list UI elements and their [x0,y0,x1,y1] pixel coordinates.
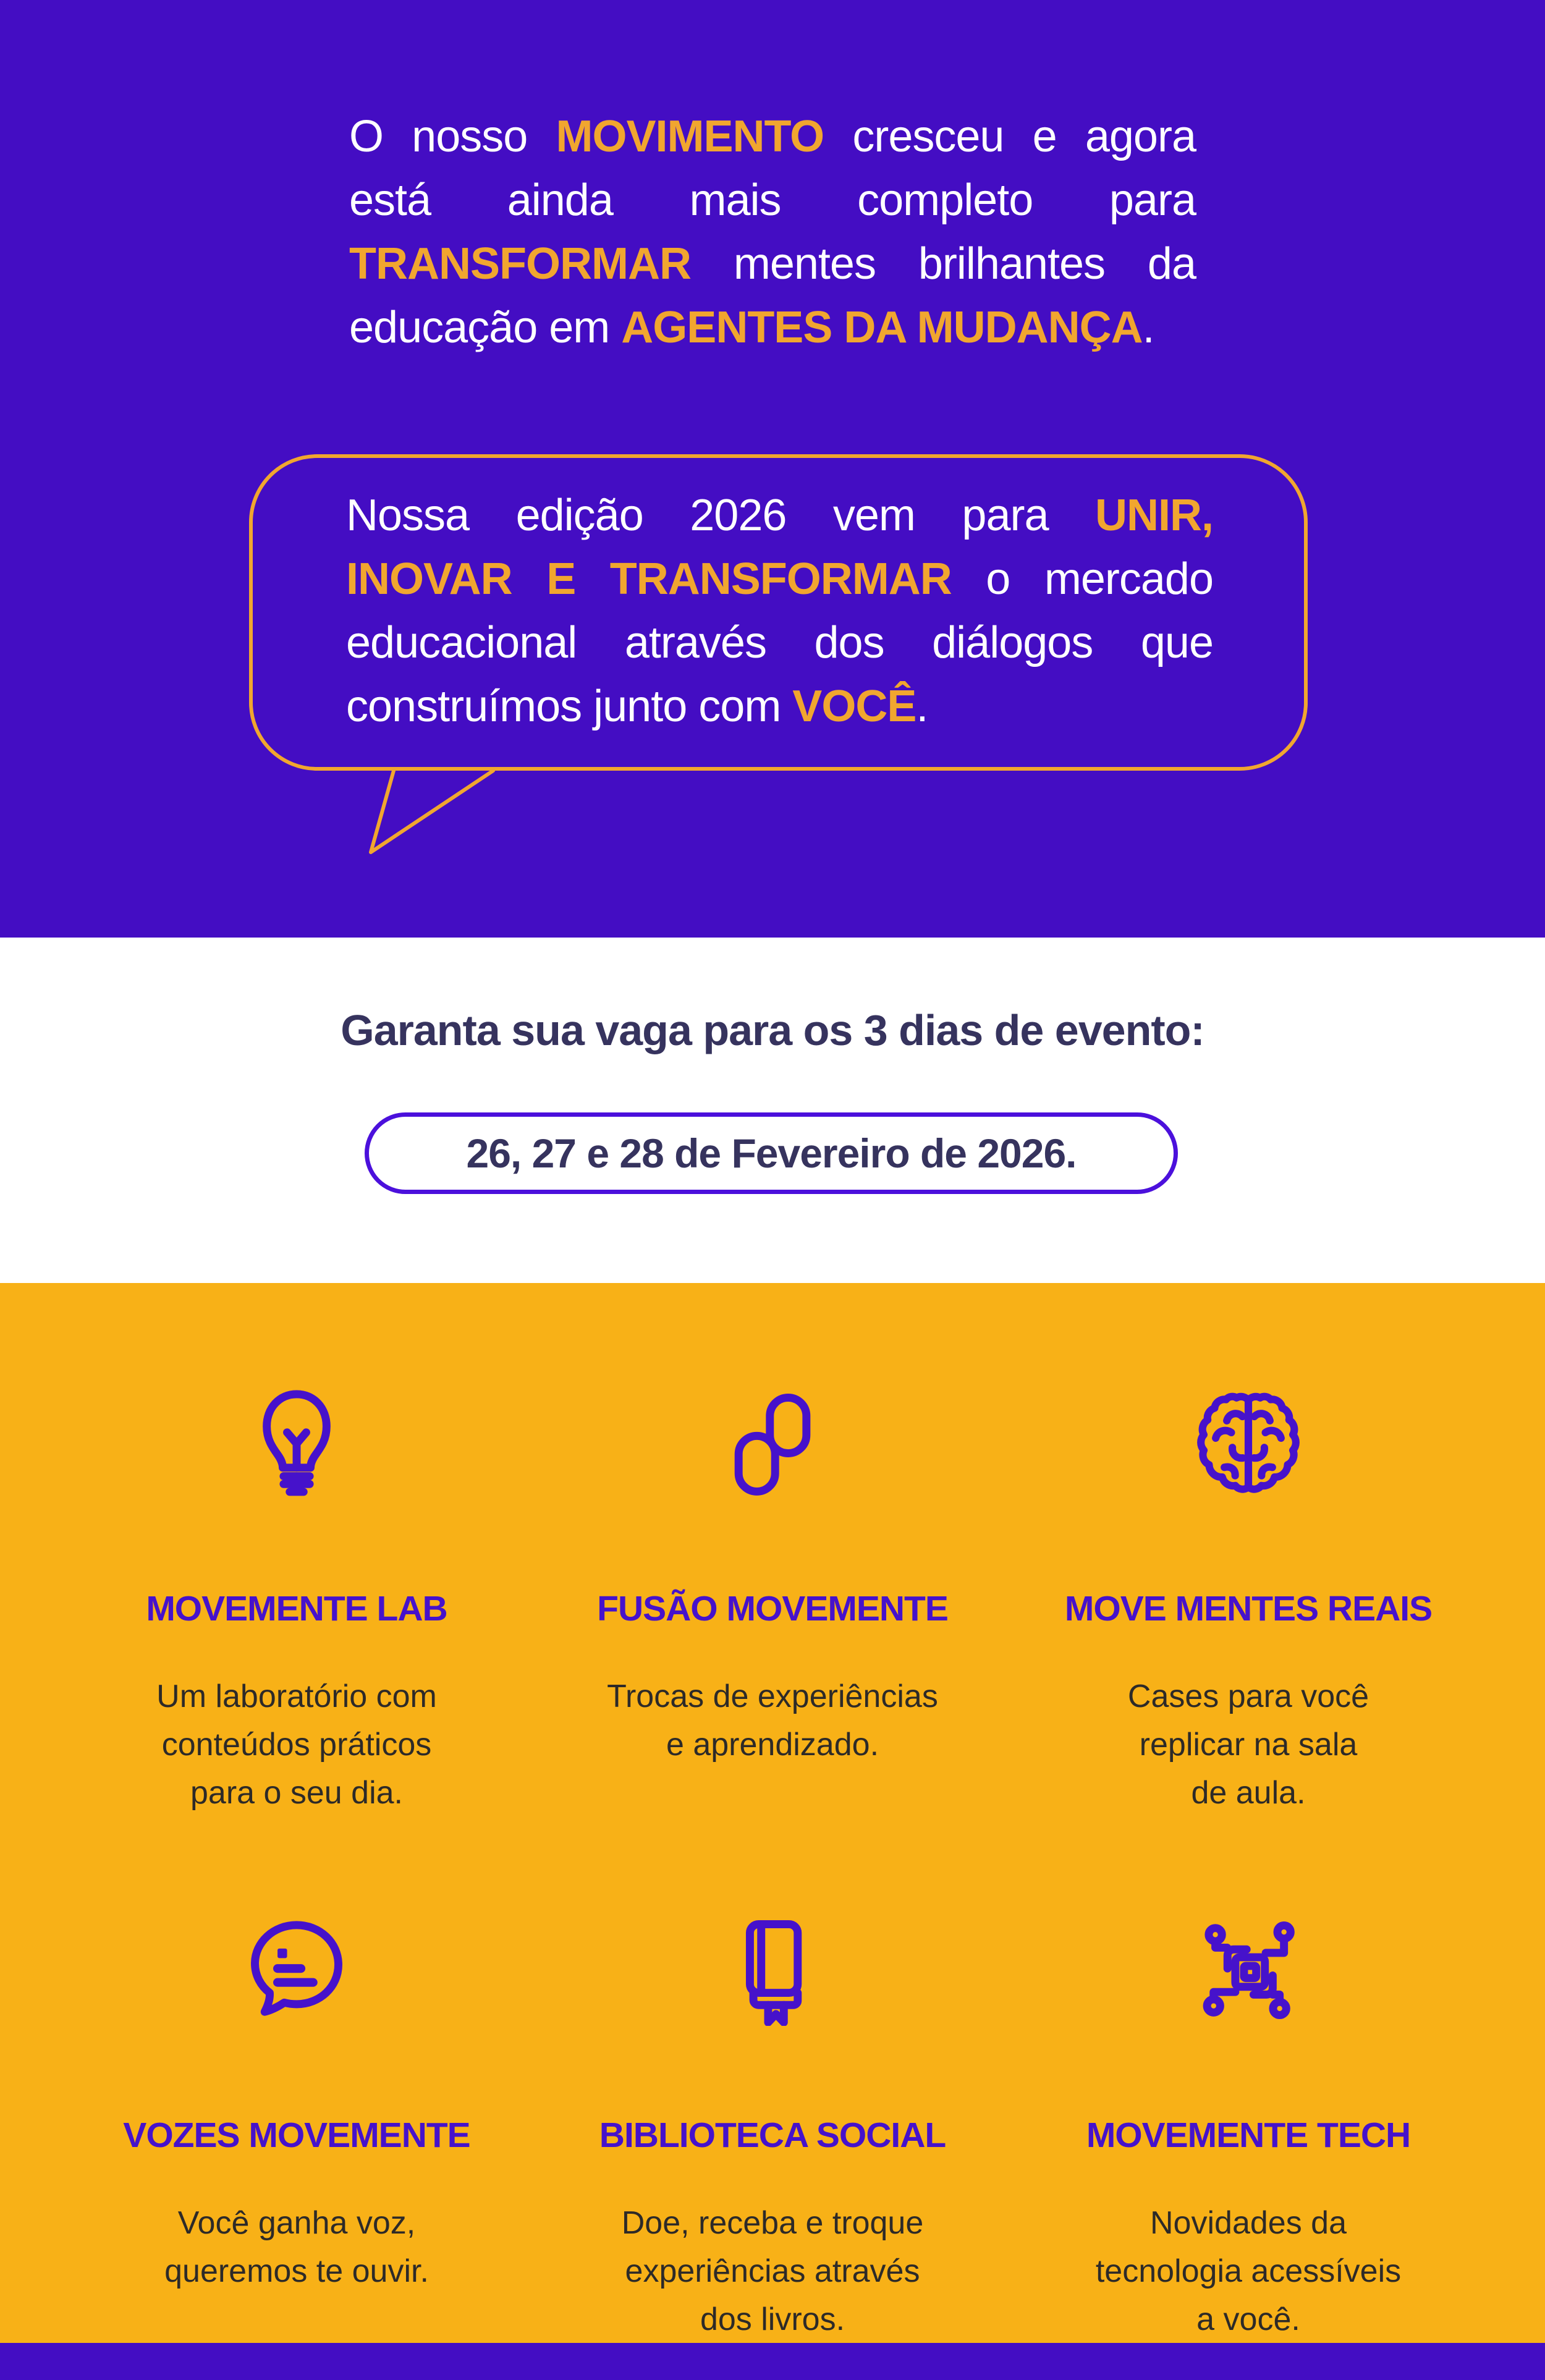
feature-description: Você ganha voz, queremos te ouvir. [164,2205,429,2289]
lightbulb-icon [241,1386,352,1501]
feature-title: VOZES MOVEMENTE [123,2115,470,2155]
speech-bubble-tail [369,769,495,854]
bubble-text: Nossa edição 2026 vem para UNIR, INOVAR E… [346,484,1214,739]
feature-card: BIBLIOTECA SOCIAL Doe, receba e troque ex… [535,1913,1010,2344]
text-line: está ainda mais completo para [349,176,1196,225]
text-line: TRANSFORMAR mentes brilhantes da [349,239,1196,289]
feature-title: MOVE MENTES REAIS [1064,1589,1433,1628]
speech-bubble-panel: Nossa edição 2026 vem para UNIR, INOVAR E… [249,454,1308,854]
chain-links-icon [717,1386,828,1501]
speech-bubble-icon [241,1913,352,2027]
hero-section: O nosso MOVIMENTO cresceu e agora está ai… [0,0,1545,938]
features-row-2: VOZES MOVEMENTE Você ganha voz, queremos … [0,1817,1545,2344]
circuit-chip-icon [1193,1913,1304,2027]
feature-card: FUSÃO MOVEMENTE Trocas de experiências e … [535,1386,1010,1817]
book-icon [717,1913,828,2027]
features-row-1: MOVEMENTE LAB Um laboratório com conteúdo… [0,1283,1545,1817]
feature-title: MOVEMENTE LAB [146,1589,447,1628]
text-line: O nosso MOVIMENTO cresceu e agora [349,112,1196,161]
text-line: Nossa edição 2026 vem para UNIR, [346,491,1214,540]
cta-title: Garanta sua vaga para os 3 dias de event… [341,1006,1204,1054]
feature-description: Doe, receba e troque experiências através… [621,2205,924,2337]
cta-section: Garanta sua vaga para os 3 dias de event… [0,938,1545,1283]
text-line: construímos junto com VOCÊ. [346,682,928,731]
feature-description: Novidades da tecnologia acessíveis a você. [1095,2205,1402,2337]
features-section: MOVEMENTE LAB Um laboratório com conteúdo… [0,1283,1545,2380]
feature-card: MOVEMENTE TECH Novidades da tecnologia ac… [1010,1913,1486,2344]
brain-icon [1193,1386,1304,1501]
feature-title: FUSÃO MOVEMENTE [597,1589,949,1628]
feature-description: Um laboratório com conteúdos práticos para… [156,1679,437,1811]
feature-card: MOVEMENTE LAB Um laboratório com conteúdo… [59,1386,535,1817]
feature-card: MOVE MENTES REAIS Cases para você replica… [1010,1386,1486,1817]
event-dates-pill: 26, 27 e 28 de Fevereiro de 2026. [365,1112,1178,1194]
feature-description: Cases para você replicar na sala de aula. [1127,1679,1369,1811]
text-line: INOVAR E TRANSFORMAR o mercado [346,554,1214,604]
footer-strip [0,2343,1545,2380]
event-dates-text: 26, 27 e 28 de Fevereiro de 2026. [466,1130,1077,1176]
text-line: educação em AGENTES DA MUDANÇA. [349,303,1155,352]
hero-paragraph: O nosso MOVIMENTO cresceu e agora está ai… [349,105,1196,360]
feature-title: BIBLIOTECA SOCIAL [599,2115,946,2155]
feature-description: Trocas de experiências e aprendizado. [607,1679,938,1763]
feature-title: MOVEMENTE TECH [1086,2115,1411,2155]
feature-card: VOZES MOVEMENTE Você ganha voz, queremos … [59,1913,535,2344]
text-line: educacional através dos diálogos que [346,618,1214,667]
